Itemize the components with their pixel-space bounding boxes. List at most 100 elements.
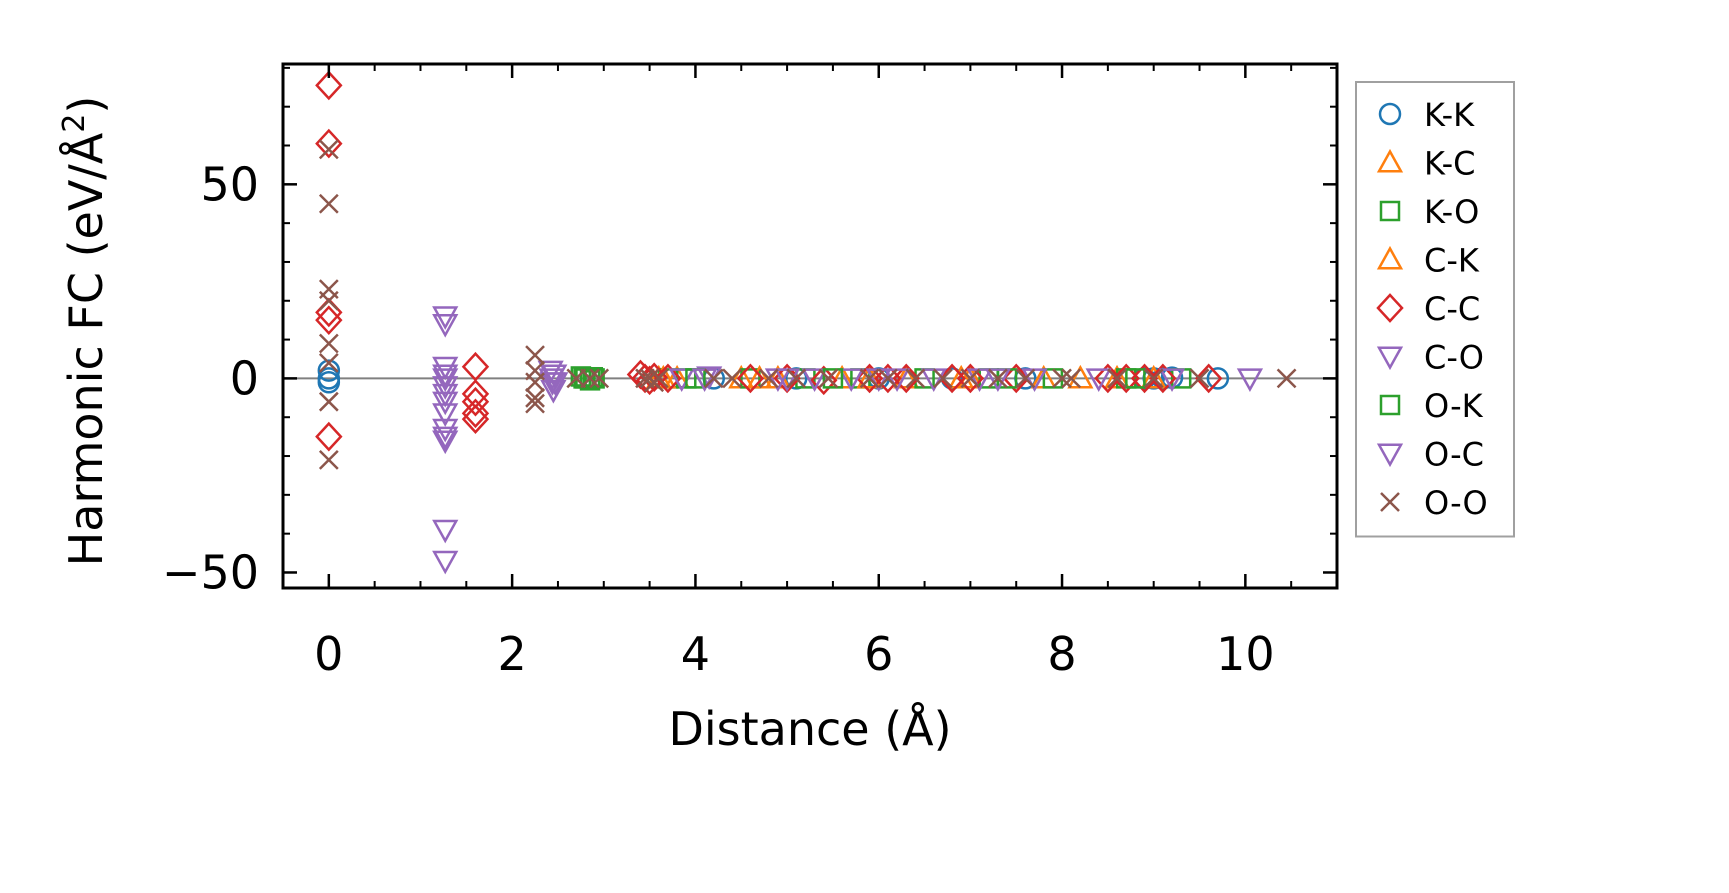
data-point-c-o xyxy=(432,426,459,451)
data-point-o-o xyxy=(722,368,742,389)
data-point-o-o xyxy=(859,368,880,389)
data-point-c-o xyxy=(1085,368,1112,392)
data-point-c-o xyxy=(540,379,567,404)
data-point-c-o xyxy=(537,360,564,385)
y-axis-label-superscript: 2 xyxy=(57,114,92,133)
data-point-k-k xyxy=(317,359,341,382)
legend-marker xyxy=(1378,102,1402,126)
data-point-o-o xyxy=(1107,368,1127,389)
data-point-k-c xyxy=(1140,364,1167,389)
data-point-o-o xyxy=(786,368,807,389)
data-point-o-o xyxy=(878,368,898,389)
data-point-c-c xyxy=(461,398,490,429)
data-point-c-o xyxy=(432,314,459,338)
legend-marker xyxy=(1376,245,1404,270)
axes: 0 2 4 6 8 10 −50 0 50 xyxy=(162,62,1339,681)
plot-area xyxy=(283,70,1337,575)
data-point-k-k xyxy=(1206,367,1230,390)
legend-label: O-C xyxy=(1424,436,1484,474)
data-point-o-o xyxy=(580,368,600,389)
legend-box xyxy=(1355,81,1515,538)
data-point-c-o xyxy=(432,383,459,408)
legend-label: C-C xyxy=(1424,290,1480,328)
data-point-c-c xyxy=(315,297,343,328)
data-point-c-c xyxy=(461,386,490,417)
data-point-c-o xyxy=(432,403,459,427)
x-tick-label: 8 xyxy=(1047,627,1076,681)
data-point-o-c xyxy=(542,372,569,396)
data-point-o-o xyxy=(525,345,545,365)
data-point-o-k xyxy=(822,368,844,389)
data-point-c-c xyxy=(855,363,884,394)
data-point-o-o xyxy=(648,368,669,389)
x-tick-label: 6 xyxy=(864,627,893,681)
data-point-c-o xyxy=(801,368,828,392)
data-point-o-o xyxy=(703,368,724,389)
data-point-o-o xyxy=(988,368,1008,389)
data-point-c-c xyxy=(956,363,985,394)
data-point-c-o xyxy=(1236,368,1264,392)
data-point-c-c xyxy=(736,363,765,394)
data-point-c-o xyxy=(432,376,459,400)
data-point-c-o xyxy=(432,519,459,544)
y-tick-label: 0 xyxy=(230,351,259,405)
legend: K-K K-C K-O C-K C-C C-O O-K O-C O-O xyxy=(1355,81,1515,538)
y-axis-label: Harmonic FC (eV/Å2) xyxy=(57,96,113,567)
data-point-k-k xyxy=(317,371,341,394)
legend-marker xyxy=(1376,443,1404,468)
data-point-o-o xyxy=(1189,368,1210,389)
data-point-c-c xyxy=(315,305,343,336)
data-point-c-c xyxy=(1130,363,1159,394)
data-point-o-o xyxy=(525,393,545,414)
y-axis-label-main: Harmonic FC (eV/Å xyxy=(59,132,113,566)
data-point-o-o xyxy=(318,450,339,470)
legend-label: K-C xyxy=(1424,145,1476,183)
x-tick-label: 4 xyxy=(681,627,710,681)
data-point-c-c xyxy=(461,351,490,382)
data-point-c-c xyxy=(1002,363,1030,394)
legend-label: O-O xyxy=(1424,484,1488,522)
legend-label: K-O xyxy=(1424,193,1479,231)
y-tick-label: 50 xyxy=(200,157,259,211)
series-o-o xyxy=(318,139,1297,470)
x-tick-label: 10 xyxy=(1216,627,1275,681)
data-point-o-o xyxy=(318,333,339,354)
data-point-c-o xyxy=(432,356,459,381)
data-point-o-c xyxy=(1158,368,1186,392)
legend-marker xyxy=(1379,200,1401,222)
data-point-o-o xyxy=(1276,368,1297,389)
data-point-c-c xyxy=(461,379,490,409)
data-point-o-o xyxy=(905,368,926,389)
data-point-o-o xyxy=(525,387,545,408)
data-point-c-o xyxy=(432,368,459,392)
x-tick-label: 2 xyxy=(497,627,526,681)
data-point-c-o xyxy=(432,550,459,575)
data-point-c-c xyxy=(1194,363,1223,394)
data-point-c-o xyxy=(838,368,865,392)
data-point-c-c xyxy=(1112,363,1140,394)
data-point-c-c xyxy=(315,128,343,159)
data-point-c-c xyxy=(315,421,343,452)
x-tick-label: 0 xyxy=(314,627,343,681)
data-point-o-c xyxy=(984,368,1012,392)
data-point-c-c xyxy=(892,363,920,394)
y-tick-label: −50 xyxy=(162,545,259,599)
data-point-o-o xyxy=(1015,368,1036,389)
data-point-o-o xyxy=(1052,368,1072,389)
data-point-c-o xyxy=(432,418,459,443)
legend-marker xyxy=(1380,492,1400,512)
data-point-o-o xyxy=(758,368,779,389)
data-point-o-o xyxy=(318,290,339,311)
data-point-o-o xyxy=(318,193,339,214)
legend-marker xyxy=(1376,293,1404,323)
data-point-c-o xyxy=(432,391,459,416)
data-point-c-o xyxy=(432,430,459,455)
legend-marker xyxy=(1376,148,1404,173)
data-point-c-c xyxy=(1094,363,1122,394)
data-point-o-o xyxy=(1143,368,1164,389)
legend-label: C-K xyxy=(1424,242,1480,280)
data-point-o-o xyxy=(525,372,545,393)
legend-marker xyxy=(1379,394,1401,416)
data-point-o-c xyxy=(541,364,568,389)
data-point-c-k xyxy=(856,364,883,389)
